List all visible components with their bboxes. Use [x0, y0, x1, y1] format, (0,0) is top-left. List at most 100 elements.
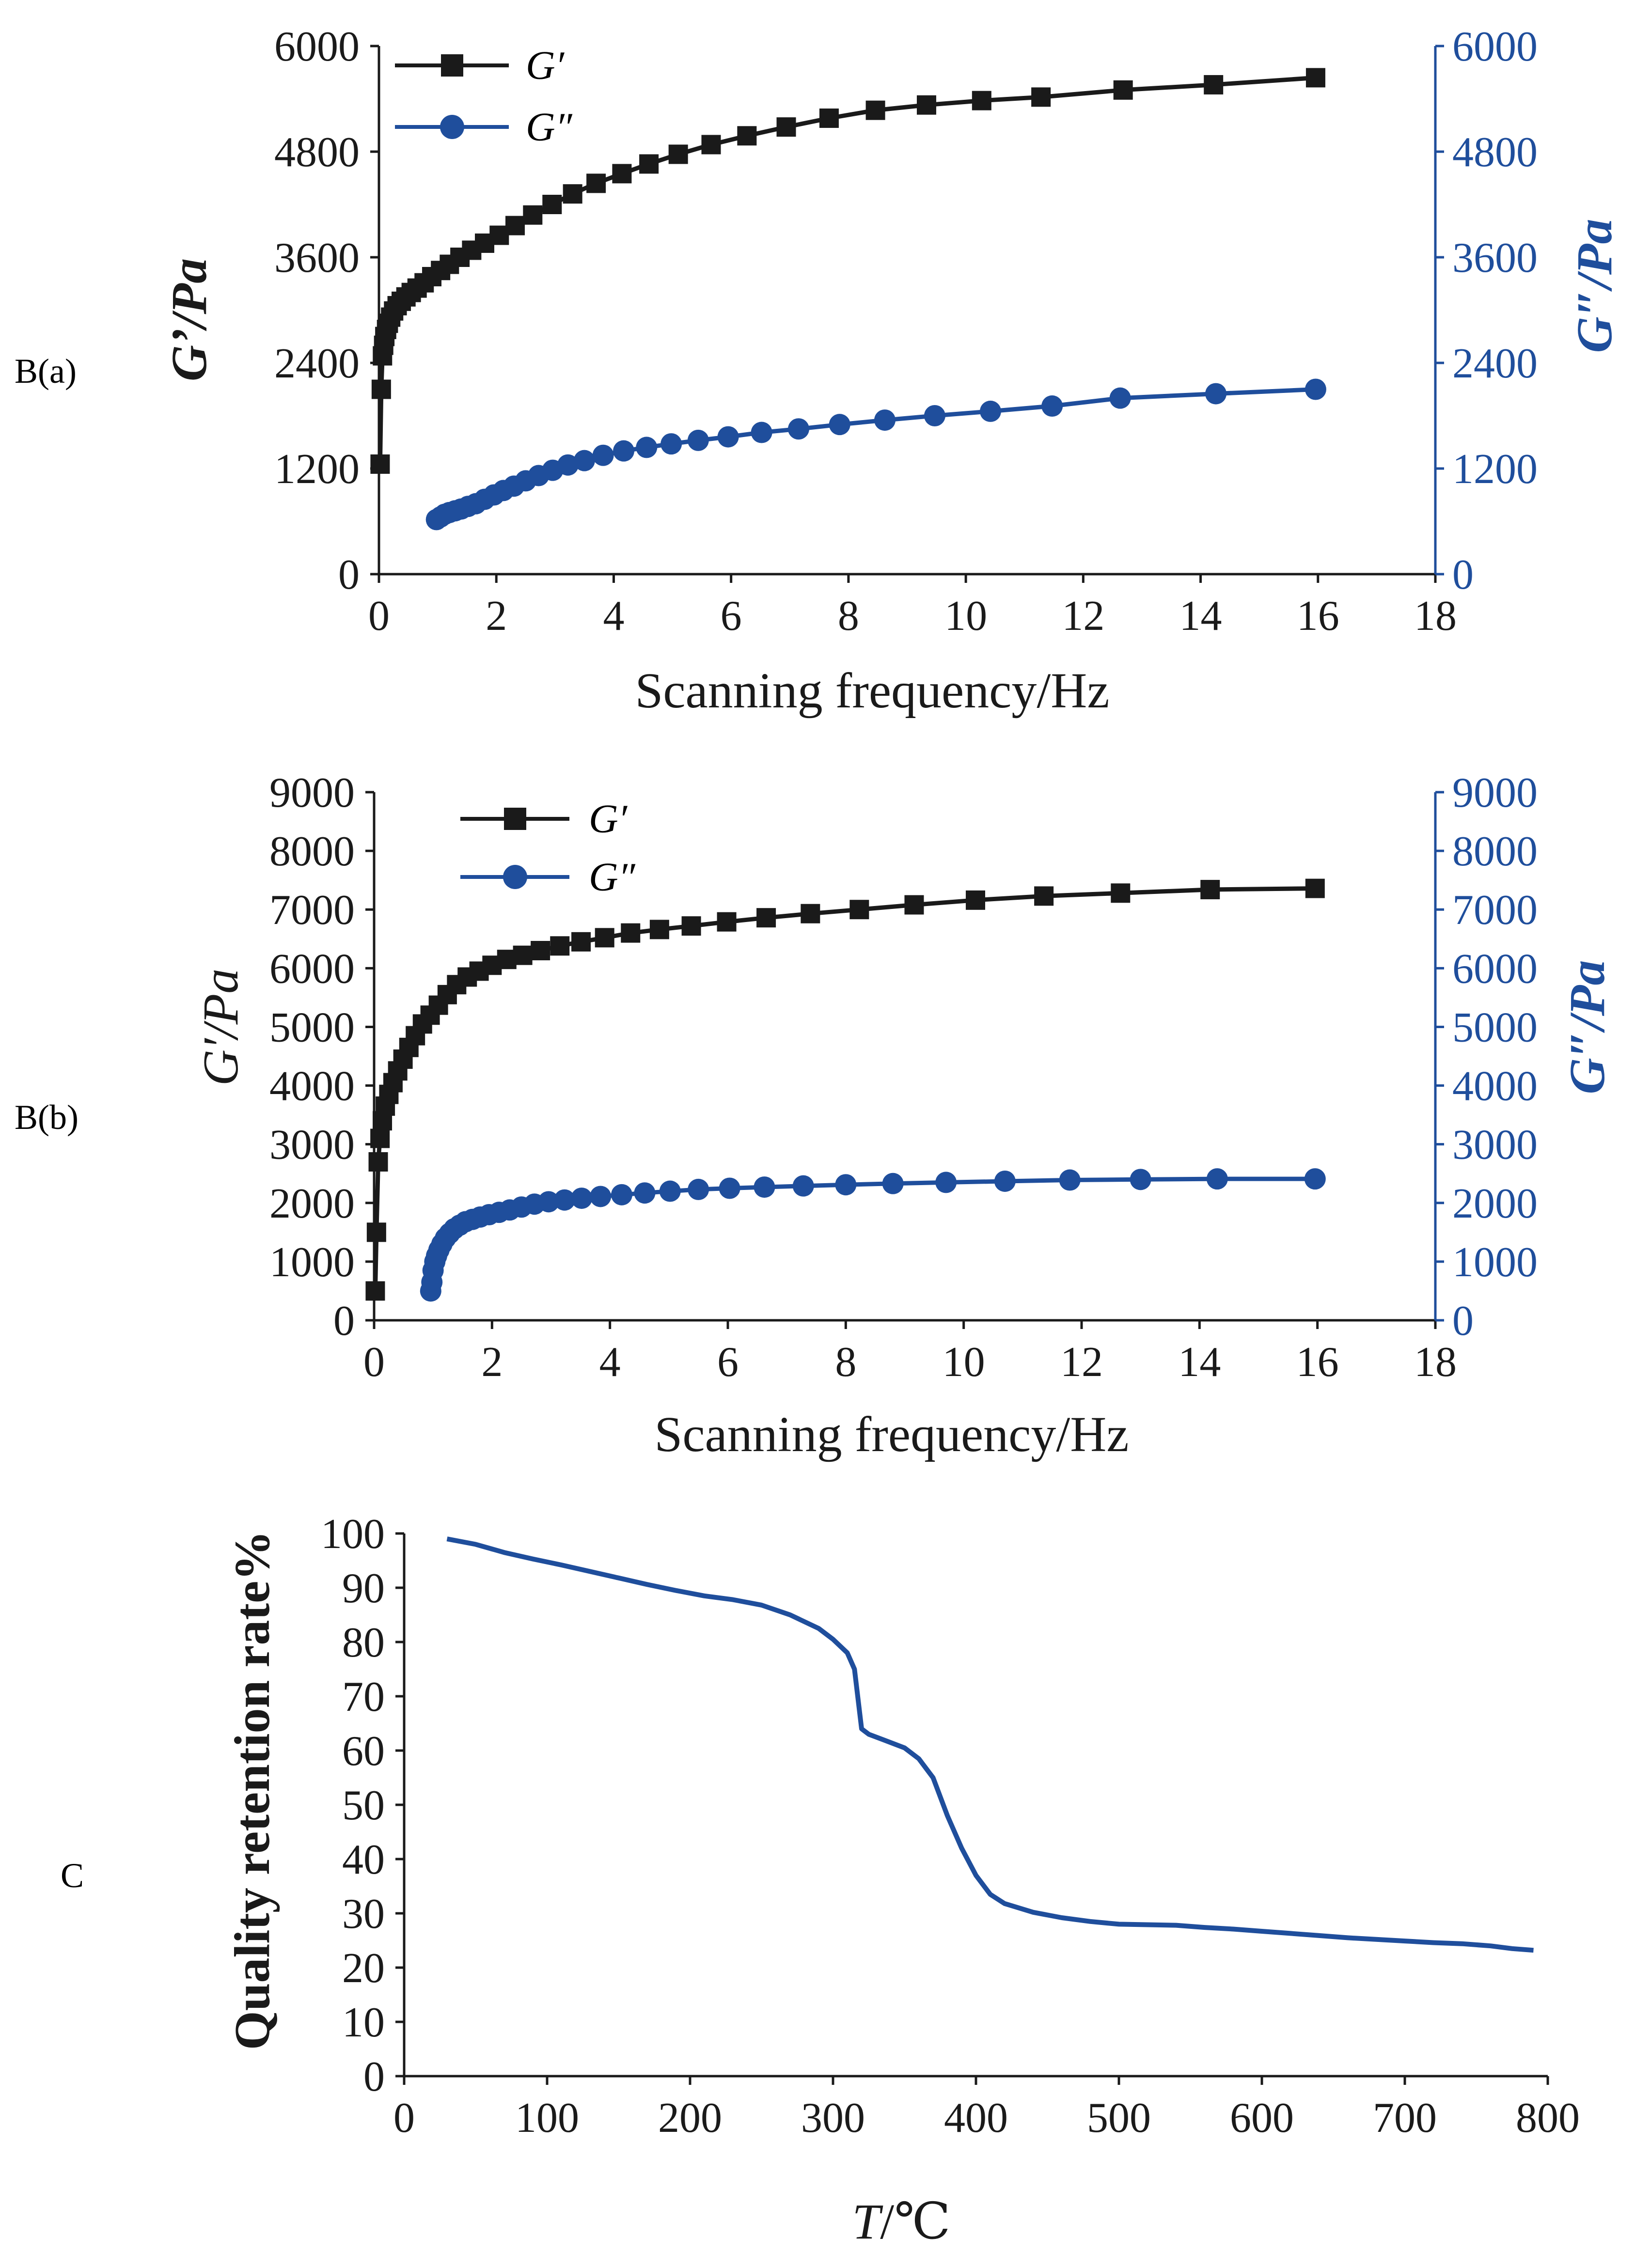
c-y-tick-label-left: 50 — [342, 1782, 385, 1829]
ba-y-tick-label-right: 0 — [1452, 551, 1474, 598]
c-x-tick-label: 0 — [393, 2095, 415, 2142]
ba-g1-point — [865, 100, 885, 120]
ba-x-tick-label: 2 — [486, 593, 507, 640]
bb-x-tick-label: 12 — [1060, 1339, 1103, 1386]
ba-x-tick-label: 16 — [1297, 593, 1339, 640]
bb-y-tick-label-left: 5000 — [269, 1004, 355, 1051]
c-y-tick-label-left: 0 — [363, 2053, 385, 2100]
bb-y-tick-label-right: 1000 — [1452, 1239, 1538, 1286]
ba-y-right-title: G″/Pa — [1567, 219, 1622, 353]
ba-g2-point — [660, 433, 682, 455]
bb-x-tick-label: 2 — [481, 1339, 503, 1386]
bb-legend-square-marker — [504, 808, 526, 830]
bb-g1-point — [370, 1128, 390, 1148]
ba-x-tick-label: 10 — [944, 593, 987, 640]
bb-g1-point — [756, 908, 776, 928]
bb-g2-point — [719, 1177, 740, 1199]
ba-g1-point — [371, 379, 391, 399]
bb-x-tick-label: 4 — [599, 1339, 621, 1386]
ba-legend-label-g1: G′ — [526, 43, 565, 88]
c-y-tick-label-left: 30 — [342, 1891, 385, 1938]
bb-y-tick-label-left: 9000 — [269, 769, 355, 816]
bb-legend-label-g1: G′ — [589, 797, 628, 842]
bb-g2-point — [1304, 1168, 1326, 1190]
ba-y-tick-label-left: 0 — [338, 551, 360, 598]
ba-g2-point — [1041, 395, 1063, 417]
bb-g1-point — [801, 904, 820, 923]
bb-g2-point — [1059, 1169, 1081, 1191]
bb-x-tick-label: 16 — [1296, 1339, 1339, 1386]
ba-g1-point — [1113, 80, 1133, 100]
bb-y-tick-label-left: 4000 — [269, 1063, 355, 1110]
bb-g1-point — [904, 895, 924, 915]
bb-g2-point — [1206, 1168, 1228, 1190]
ba-legend-circle-marker — [440, 115, 464, 139]
ba-x-tick-label: 6 — [721, 593, 742, 640]
bb-g2-point — [935, 1172, 957, 1193]
bb-g2-point — [1130, 1169, 1151, 1190]
bb-y-tick-label-right: 8000 — [1452, 828, 1538, 875]
bb-y-tick-label-right: 0 — [1452, 1298, 1474, 1345]
ba-x-axis-title: Scanning frequency/Hz — [635, 663, 1110, 719]
ba-y-tick-label-left: 6000 — [274, 23, 360, 70]
bb-g1-point — [849, 900, 869, 920]
bb-g1-point — [531, 941, 550, 960]
ba-g2-point — [1205, 383, 1227, 405]
ba-g2-point — [573, 450, 595, 471]
ba-g2-point — [874, 409, 896, 431]
bb-g2-point — [688, 1178, 709, 1200]
ba-g1-point — [1031, 87, 1051, 107]
ba-g2-point — [613, 440, 635, 462]
bb-g2-point — [611, 1184, 632, 1205]
ba-g1-point — [563, 184, 582, 204]
bb-g2-point — [571, 1188, 593, 1209]
bb-x-tick-label: 18 — [1414, 1339, 1457, 1386]
c-x-tick-label: 400 — [944, 2095, 1008, 2142]
bb-legend: G′ G″ — [460, 797, 636, 900]
bb-y-tick-label-right: 4000 — [1452, 1063, 1538, 1110]
bb-x-tick-label: 0 — [363, 1339, 385, 1386]
bb-x-tick-label: 6 — [717, 1339, 739, 1386]
ba-g1-point — [639, 154, 659, 174]
bb-g2-point — [882, 1173, 904, 1194]
ba-x-tick-label: 18 — [1414, 593, 1457, 640]
ba-legend: G′ G″ — [395, 43, 573, 150]
c-y-tick-label-left: 20 — [342, 1945, 385, 1992]
ba-y-tick-label-left: 4800 — [274, 129, 360, 176]
c-axes: 0 100 200 300 400 500 600 700 800 0 10 20 30 40 50 60 70… — [321, 1511, 1580, 2142]
bb-g2-point — [754, 1176, 775, 1198]
c-x-tick-label: 600 — [1230, 2095, 1294, 2142]
c-x-axis-title-unit: /℃ — [880, 2194, 950, 2250]
ba-y-tick-label-right: 2400 — [1452, 340, 1538, 387]
ba-g2-point — [751, 422, 772, 443]
ba-g1-point — [542, 195, 562, 214]
ba-legend-square-marker — [441, 54, 463, 77]
c-x-tick-label: 800 — [1516, 2095, 1580, 2142]
bb-y-tick-label-left: 6000 — [269, 945, 355, 992]
c-x-axis-title: T/℃ — [852, 2194, 950, 2250]
ba-g1-point — [370, 454, 390, 474]
c-y-tick-label-left: 60 — [342, 1728, 385, 1775]
c-y-axis-title: Quality retention rate% — [224, 1531, 280, 2050]
bb-g1-point — [1111, 883, 1131, 903]
bb-g1-point — [1200, 880, 1220, 900]
c-x-tick-label: 300 — [801, 2095, 865, 2142]
ba-g1-point — [612, 164, 632, 184]
c-x-tick-label: 700 — [1373, 2095, 1437, 2142]
ba-y-tick-label-right: 6000 — [1452, 23, 1538, 70]
ba-y-tick-label-right: 1200 — [1452, 446, 1538, 493]
bb-g1-point — [595, 928, 614, 948]
ba-x-tick-label: 12 — [1062, 593, 1104, 640]
c-y-tick-label-left: 90 — [342, 1565, 385, 1612]
ba-g1-point — [1204, 75, 1224, 94]
bb-series-marks — [365, 878, 1326, 1302]
panel-label-c: C — [61, 1856, 84, 1895]
bb-y-tick-label-left: 8000 — [269, 828, 355, 875]
bb-g1-point — [550, 936, 570, 956]
c-y-tick-label-left: 100 — [321, 1511, 385, 1558]
panel-label-ba: B(a) — [15, 352, 77, 391]
c-y-tick-label-left: 40 — [342, 1836, 385, 1883]
c-x-tick-label: 100 — [515, 2095, 579, 2142]
ba-g1-point — [776, 117, 796, 137]
